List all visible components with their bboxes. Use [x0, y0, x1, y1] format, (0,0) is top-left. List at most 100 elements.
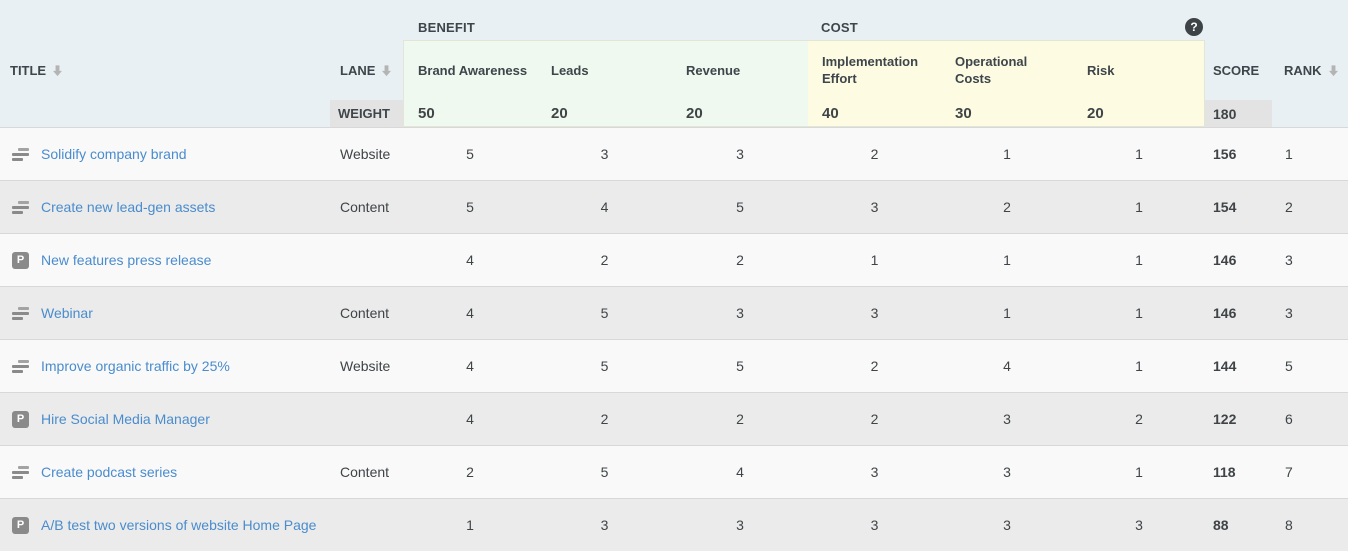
score-cell: 88	[1213, 517, 1229, 533]
rating-cell-revenue[interactable]: 2	[736, 411, 744, 427]
rating-cell-leads[interactable]: 3	[600, 517, 609, 533]
rating-cell-operational-costs[interactable]: 1	[1003, 305, 1011, 321]
rating-cell-revenue[interactable]: 5	[736, 358, 744, 374]
rating-cell-risk[interactable]: 1	[1135, 252, 1143, 268]
rating-cell-operational-costs[interactable]: 1	[1003, 146, 1011, 162]
rating-cell-leads[interactable]: 5	[600, 358, 609, 374]
rating-cell-revenue[interactable]: 3	[736, 305, 744, 321]
rating-cell-risk[interactable]: 1	[1135, 358, 1143, 374]
rating-cell-leads[interactable]: 2	[600, 252, 609, 268]
weight-brand-awareness[interactable]: 50	[403, 100, 537, 127]
item-title-link[interactable]: Improve organic traffic by 25%	[41, 358, 230, 374]
item-title-link[interactable]: New features press release	[41, 252, 212, 268]
rank-cell: 3	[1285, 252, 1293, 268]
rating-cell-leads[interactable]: 2	[600, 411, 609, 427]
column-header-risk[interactable]: Risk	[1073, 40, 1205, 100]
weight-operational-costs[interactable]: 30	[941, 100, 1073, 127]
lane-cell: Website	[340, 358, 391, 374]
rating-cell-brand-awareness[interactable]: 2	[466, 464, 474, 480]
rating-cell-implementation-effort[interactable]: 1	[870, 252, 879, 268]
rating-cell-risk[interactable]: 3	[1135, 517, 1143, 533]
rating-cell-brand-awareness[interactable]: 4	[466, 252, 474, 268]
column-header-score[interactable]: SCORE	[1213, 62, 1260, 78]
column-header-implementation-effort[interactable]: Implementation Effort	[808, 40, 941, 100]
rating-cell-leads[interactable]: 5	[600, 305, 609, 321]
column-header-revenue[interactable]: Revenue	[672, 40, 808, 100]
item-title-link[interactable]: Webinar	[41, 305, 93, 321]
score-cell: 154	[1213, 199, 1237, 215]
weight-revenue[interactable]: 20	[672, 100, 808, 127]
project-icon: P	[12, 410, 29, 428]
rating-cell-leads[interactable]: 3	[600, 146, 609, 162]
rating-cell-leads[interactable]: 4	[600, 199, 609, 215]
rating-cell-brand-awareness[interactable]: 4	[466, 358, 474, 374]
rating-cell-risk[interactable]: 1	[1135, 464, 1143, 480]
rating-cell-implementation-effort[interactable]: 3	[870, 199, 879, 215]
rating-cell-revenue[interactable]: 5	[736, 199, 744, 215]
rating-cell-revenue[interactable]: 2	[736, 252, 744, 268]
lane-cell: Content	[340, 199, 390, 215]
column-header-rank[interactable]: RANK	[1272, 40, 1348, 100]
rating-cell-implementation-effort[interactable]: 2	[870, 358, 879, 374]
rating-cell-revenue[interactable]: 4	[736, 464, 744, 480]
rating-cell-brand-awareness[interactable]: 5	[466, 199, 474, 215]
weight-implementation-effort[interactable]: 40	[808, 100, 941, 127]
rating-cell-implementation-effort[interactable]: 2	[870, 146, 879, 162]
lane-cell	[330, 393, 403, 445]
cost-group-label: COST	[821, 19, 858, 35]
table-row: P Hire Social Media Manager 4 2 2 2 3 2 …	[0, 392, 1348, 445]
table-row: Create new lead-gen assets Content 5 4 5…	[0, 180, 1348, 233]
rating-cell-brand-awareness[interactable]: 5	[466, 146, 474, 162]
column-header-row: TITLE LANE Brand Awareness Leads Revenue…	[0, 40, 1348, 100]
rating-cell-operational-costs[interactable]: 3	[1003, 464, 1011, 480]
item-title-link[interactable]: Hire Social Media Manager	[41, 411, 210, 427]
column-header-title[interactable]: TITLE	[0, 40, 330, 100]
rating-cell-revenue[interactable]: 3	[736, 146, 744, 162]
weight-risk[interactable]: 20	[1073, 100, 1205, 127]
rating-cell-brand-awareness[interactable]: 4	[466, 305, 474, 321]
sort-down-icon	[380, 64, 393, 77]
rating-cell-implementation-effort[interactable]: 2	[870, 411, 879, 427]
rating-cell-operational-costs[interactable]: 1	[1003, 252, 1011, 268]
column-header-lane[interactable]: LANE	[330, 40, 403, 100]
item-title-link[interactable]: Create new lead-gen assets	[41, 199, 216, 215]
rating-cell-risk[interactable]: 1	[1135, 305, 1143, 321]
item-title-link[interactable]: A/B test two versions of website Home Pa…	[41, 517, 317, 533]
rating-cell-operational-costs[interactable]: 2	[1003, 199, 1011, 215]
lane-cell	[330, 499, 403, 551]
score-cell: 156	[1213, 146, 1237, 162]
rating-cell-operational-costs[interactable]: 4	[1003, 358, 1011, 374]
rating-cell-operational-costs[interactable]: 3	[1003, 411, 1011, 427]
epic-icon	[12, 306, 29, 321]
rating-cell-risk[interactable]: 1	[1135, 146, 1143, 162]
rating-cell-brand-awareness[interactable]: 1	[466, 517, 474, 533]
rating-cell-risk[interactable]: 1	[1135, 199, 1143, 215]
help-icon[interactable]: ?	[1185, 18, 1203, 36]
rating-cell-leads[interactable]: 5	[600, 464, 609, 480]
rating-cell-implementation-effort[interactable]: 3	[870, 464, 879, 480]
rating-cell-brand-awareness[interactable]: 4	[466, 411, 474, 427]
rating-cell-operational-costs[interactable]: 3	[1003, 517, 1011, 533]
column-header-operational-costs[interactable]: Operational Costs	[941, 40, 1073, 100]
column-header-brand-awareness[interactable]: Brand Awareness	[403, 40, 537, 100]
rating-cell-implementation-effort[interactable]: 3	[870, 305, 879, 321]
table-row: P New features press release 4 2 2 1 1 1…	[0, 233, 1348, 286]
weight-leads[interactable]: 20	[537, 100, 672, 127]
rank-cell: 1	[1285, 146, 1293, 162]
table-header: BENEFIT COST ? TITLE LANE Brand	[0, 0, 1348, 127]
rank-cell: 2	[1285, 199, 1293, 215]
rating-cell-implementation-effort[interactable]: 3	[870, 517, 879, 533]
lane-cell: Content	[340, 305, 390, 321]
rating-cell-risk[interactable]: 2	[1135, 411, 1143, 427]
epic-icon	[12, 465, 29, 480]
column-header-leads[interactable]: Leads	[537, 40, 672, 100]
item-title-link[interactable]: Solidify company brand	[41, 146, 187, 162]
total-weight: 180	[1205, 100, 1272, 127]
table-row: Webinar Content 4 5 3 3 1 1 146 3	[0, 286, 1348, 339]
score-cell: 122	[1213, 411, 1237, 427]
item-title-link[interactable]: Create podcast series	[41, 464, 178, 480]
table-row: Solidify company brand Website 5 3 3 2 1…	[0, 127, 1348, 180]
rating-cell-revenue[interactable]: 3	[736, 517, 744, 533]
lane-cell	[330, 234, 403, 286]
